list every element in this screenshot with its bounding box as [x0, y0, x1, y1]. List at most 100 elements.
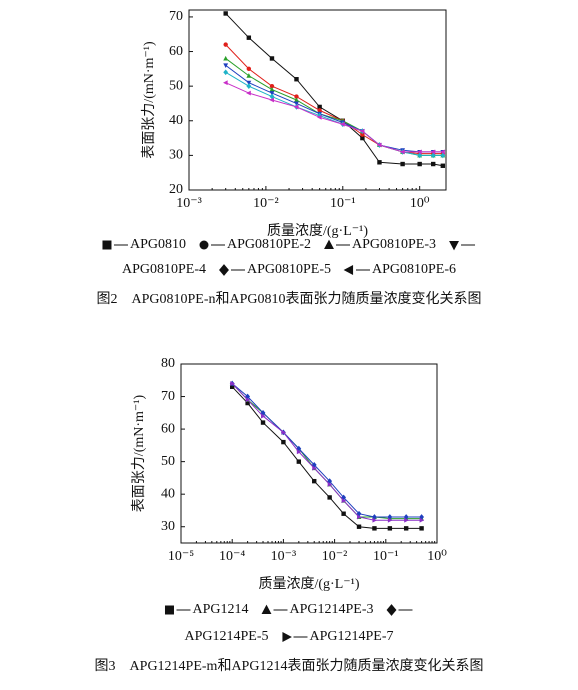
- marker: [387, 517, 393, 523]
- series-line: [225, 13, 443, 167]
- series-line: [225, 64, 443, 153]
- marker: [199, 240, 209, 250]
- x-tick-label: 10⁰: [427, 549, 447, 564]
- marker: [294, 97, 299, 102]
- marker: [223, 55, 229, 61]
- legend-label: APG1214: [192, 602, 248, 617]
- legend-label: APG0810PE-2: [227, 237, 311, 252]
- marker: [102, 240, 112, 250]
- y-tick-label: 70: [161, 389, 175, 404]
- marker: [281, 439, 286, 445]
- y-tick-label: 50: [169, 78, 183, 93]
- marker: [269, 56, 275, 61]
- marker: [260, 420, 266, 425]
- marker: [327, 481, 333, 487]
- marker: [312, 478, 317, 484]
- legend-label: APG0810PE-3: [352, 237, 436, 252]
- marker: [246, 73, 252, 78]
- marker: [430, 152, 436, 159]
- legend-label: APG0810PE-5: [247, 262, 331, 277]
- marker: [296, 445, 302, 452]
- y-tick-label: 30: [169, 148, 183, 163]
- marker: [246, 83, 252, 90]
- marker: [269, 91, 275, 96]
- marker: [261, 413, 266, 419]
- marker: [404, 517, 409, 523]
- series-line: [231, 383, 422, 518]
- marker: [281, 429, 287, 435]
- marker: [400, 161, 405, 167]
- marker: [419, 526, 424, 531]
- marker: [386, 604, 397, 616]
- marker: [269, 83, 275, 89]
- marker: [269, 97, 274, 103]
- marker: [245, 397, 251, 403]
- marker: [372, 514, 377, 520]
- marker: [316, 114, 322, 120]
- marker: [417, 149, 422, 155]
- x-tick-label: 10⁻²: [322, 549, 348, 564]
- marker: [372, 517, 378, 523]
- marker: [376, 142, 382, 148]
- marker: [419, 517, 425, 523]
- legend-row: APG1214 APG1214PE-3: [164, 602, 413, 617]
- marker: [430, 149, 436, 155]
- x-tick-label: 10⁻⁴: [219, 549, 245, 564]
- marker: [246, 66, 252, 72]
- marker: [246, 80, 252, 86]
- x-axis-label: 质量浓度/(g·L⁻¹): [267, 223, 368, 239]
- marker: [223, 42, 228, 47]
- marker: [360, 132, 365, 137]
- marker: [440, 152, 446, 159]
- x-tick-label: 10⁻¹: [373, 549, 399, 564]
- y-tick-label: 50: [161, 454, 175, 469]
- marker: [341, 494, 347, 501]
- legend-label: APG1214PE-3: [290, 602, 374, 617]
- series-line: [225, 82, 443, 153]
- marker: [312, 465, 317, 471]
- marker: [282, 632, 292, 642]
- marker: [324, 239, 334, 250]
- legend-row: APG1214PE-5 APG1214PE-7: [184, 629, 393, 644]
- series-line: [231, 383, 422, 520]
- marker: [261, 604, 272, 615]
- series-line: [231, 386, 422, 529]
- marker: [246, 35, 252, 40]
- marker: [164, 605, 174, 615]
- plot-frame: [188, 9, 447, 191]
- marker: [417, 161, 422, 167]
- marker: [403, 526, 409, 531]
- marker: [293, 104, 299, 110]
- figure-caption: 图3 APG1214PE-m和APG1214表面张力随质量浓度变化关系图: [95, 658, 484, 674]
- marker: [311, 462, 317, 468]
- series-line: [225, 44, 443, 155]
- legend-label: APG0810: [130, 237, 186, 252]
- y-tick-label: 40: [169, 113, 183, 128]
- legend-label: APG0810PE-6: [372, 262, 456, 277]
- marker: [377, 160, 382, 165]
- marker: [223, 80, 228, 86]
- legend-row: APG0810PE-4 APG0810PE-5 APG0810PE-6: [122, 262, 456, 277]
- marker: [341, 498, 347, 504]
- marker: [440, 149, 445, 155]
- y-tick-label: 60: [161, 421, 175, 436]
- marker: [360, 135, 365, 141]
- x-axis-label: 质量浓度/(g·L⁻¹): [258, 576, 359, 592]
- marker: [327, 495, 332, 500]
- legend-label: APG1214PE-7: [310, 629, 394, 644]
- x-tick-label: 10⁻²: [253, 196, 279, 211]
- series-line: [225, 71, 443, 156]
- y-tick-label: 70: [169, 9, 183, 24]
- marker: [359, 128, 365, 134]
- marker: [230, 381, 235, 386]
- marker: [296, 449, 302, 455]
- marker: [260, 409, 266, 416]
- marker: [343, 265, 354, 275]
- y-tick-label: 20: [169, 182, 183, 197]
- marker: [269, 93, 275, 100]
- x-tick-label: 10⁻³: [176, 196, 202, 211]
- marker: [372, 526, 377, 531]
- legend-label: APG1214PE-5: [184, 629, 268, 644]
- legend-label: APG0810PE-4: [122, 262, 206, 277]
